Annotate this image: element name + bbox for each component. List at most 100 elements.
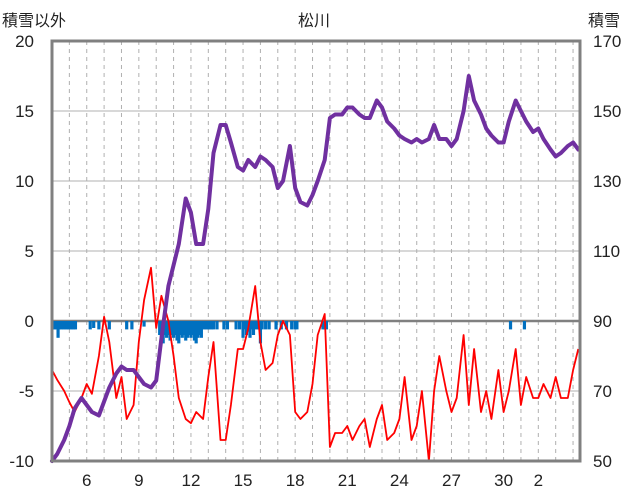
precip-bar [72, 321, 76, 330]
precip-bar [293, 321, 297, 330]
precip-bar [194, 321, 198, 344]
precip-bar [225, 321, 230, 330]
precip-bar [208, 321, 212, 330]
precip-bar [54, 321, 58, 330]
precip-bar [170, 321, 174, 335]
x-tick: 9 [134, 471, 143, 490]
x-tick: 30 [494, 471, 513, 490]
precip-bar [267, 321, 271, 330]
precip-bar [171, 321, 176, 338]
y-tick-left: -10 [9, 452, 34, 471]
x-tick: 27 [442, 471, 461, 490]
precip-bar [243, 321, 247, 330]
precip-bar [63, 321, 67, 330]
precip-bar [166, 321, 170, 335]
precip-bar [178, 321, 183, 335]
precip-bar [204, 321, 209, 330]
precip-bar [65, 321, 69, 330]
precip-bar [191, 321, 195, 335]
precip-bar [258, 321, 263, 344]
precip-bar [253, 321, 257, 330]
precip-bar [73, 321, 78, 330]
y-tick-right: 150 [593, 102, 621, 121]
precip-bar [274, 321, 278, 330]
precip-bar [234, 321, 238, 330]
precip-bar [163, 321, 167, 335]
precip-bar [192, 321, 197, 341]
precip-bar [107, 321, 111, 330]
precip-bar [187, 321, 191, 335]
precip-bar [251, 321, 256, 335]
precip-bar [92, 321, 96, 328]
left-axis-title: 積雪以外 [2, 11, 66, 30]
precip-bar [185, 321, 190, 338]
y-tick-left: 15 [15, 102, 34, 121]
snow-depth-line [50, 74, 581, 463]
x-tick: 18 [286, 471, 305, 490]
x-tick: 24 [390, 471, 409, 490]
precip-bar [97, 321, 101, 330]
precip-bar [522, 321, 527, 330]
y-tick-right: 50 [593, 452, 612, 471]
precip-bar [59, 321, 64, 330]
precip-bar [206, 321, 210, 330]
precip-bar [182, 321, 186, 335]
precip-bar [70, 321, 74, 330]
precip-bar [248, 321, 252, 338]
plot-frame [50, 39, 582, 463]
precip-bar [210, 321, 214, 330]
chart-title: 松川 [298, 11, 330, 30]
precip-bar [175, 321, 179, 341]
precip-bar [56, 321, 60, 338]
precip-bar [260, 321, 264, 330]
precip-bar [508, 321, 513, 330]
x-tick: 21 [338, 471, 357, 490]
y-tick-right: 170 [593, 32, 621, 51]
y-tick-right: 70 [593, 382, 612, 401]
temperature-line [51, 266, 580, 462]
x-tick: 6 [82, 471, 91, 490]
precip-bar [177, 321, 181, 344]
precip-bar [237, 321, 242, 330]
x-tick: 15 [234, 471, 253, 490]
precip-bar [165, 321, 169, 338]
precip-bar [142, 321, 146, 327]
precip-bar [290, 321, 294, 330]
precip-bar [158, 321, 162, 335]
precip-bar [215, 321, 219, 330]
precip-bar [61, 321, 65, 330]
precip-bar [222, 321, 226, 330]
right-axis-title: 積雪 [588, 11, 620, 30]
y-tick-right: 90 [593, 312, 612, 331]
y-tick-left: 5 [25, 242, 34, 261]
precip-bar [284, 321, 289, 330]
precip-bar [189, 321, 193, 338]
precip-bar [295, 321, 299, 330]
precip-bar [180, 321, 184, 338]
precip-bar [321, 321, 325, 330]
precip-bar [241, 321, 245, 338]
x-tick: 2 [534, 471, 543, 490]
precip-bar [196, 321, 200, 338]
precip-bar [58, 321, 62, 330]
precip-bar [201, 321, 205, 330]
precip-bar [198, 321, 202, 335]
y-tick-left: 20 [15, 32, 34, 51]
precip-bar [199, 321, 203, 338]
precip-bar [184, 321, 188, 341]
y-tick-left: 10 [15, 172, 34, 191]
y-tick-right: 130 [593, 172, 621, 191]
y-tick-right: 110 [593, 242, 620, 261]
precip-bar [255, 321, 259, 330]
precip-bar [130, 321, 134, 330]
precip-bar [211, 321, 216, 330]
precip-bar [250, 321, 254, 330]
y-tick-left: 0 [25, 312, 34, 331]
precip-bar [264, 321, 268, 330]
precip-bar [88, 321, 92, 330]
precip-bar [324, 321, 329, 330]
precip-bar [66, 321, 71, 330]
precip-bar [125, 321, 129, 330]
precip-bar [53, 321, 57, 330]
